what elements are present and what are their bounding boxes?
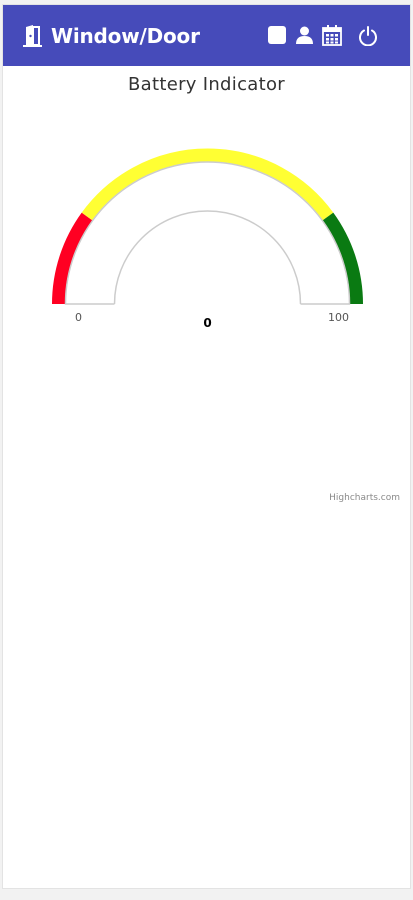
user-icon[interactable] xyxy=(296,26,313,48)
calendar-icon[interactable] xyxy=(322,25,342,50)
door-icon xyxy=(23,24,42,47)
highcharts-credits[interactable]: Highcharts.com xyxy=(329,493,400,503)
app-title-wrap: Window/Door xyxy=(23,24,200,48)
gauge-max-label: 100 xyxy=(328,311,349,324)
gauge-pane-inner xyxy=(113,210,302,305)
app-frame: Window/Door xyxy=(2,4,411,889)
gauge-min-label: 0 xyxy=(75,311,82,324)
gauge-pane-outer xyxy=(64,161,351,305)
app-title: Window/Door xyxy=(51,23,200,48)
gauge-band-1 xyxy=(81,148,334,221)
square-icon[interactable] xyxy=(268,26,286,48)
gauge-value-label: 0 xyxy=(203,316,211,330)
gauge-band-0 xyxy=(52,212,93,305)
gauge-band-2 xyxy=(322,212,363,305)
battery-gauge-chart: Battery Indicator 0 100 0 Highcharts.com xyxy=(3,66,410,526)
power-icon[interactable] xyxy=(358,26,378,50)
app-header: Window/Door xyxy=(3,5,410,66)
gauge-svg: 0 100 0 xyxy=(52,148,363,330)
chart-title: Battery Indicator xyxy=(128,74,285,95)
